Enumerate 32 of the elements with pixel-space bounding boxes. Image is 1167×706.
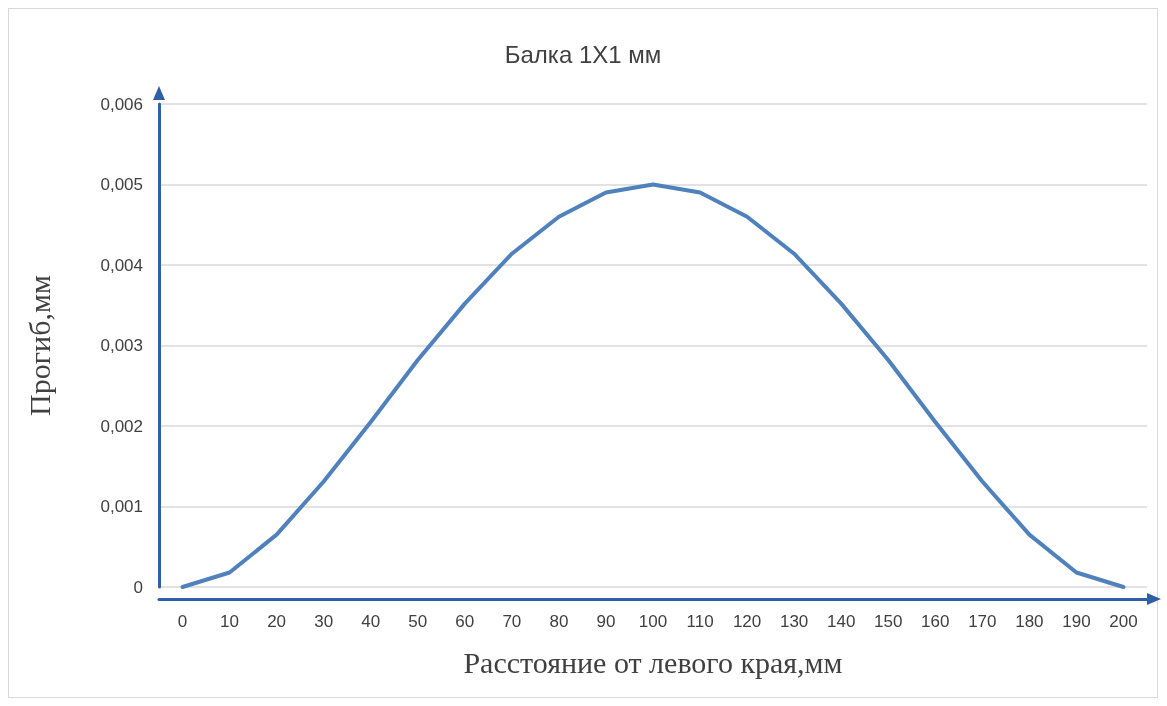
x-tick-label: 90 [596, 612, 616, 631]
x-tick-label: 120 [732, 612, 762, 631]
y-tick-label: 0,002 [100, 416, 143, 436]
x-tick-label: 140 [827, 612, 856, 631]
y-axis-title: Прогиб,мм [22, 275, 56, 416]
x-tick-label: 40 [361, 612, 381, 631]
x-tick-label: 180 [1015, 612, 1044, 631]
x-tick-label: 10 [220, 612, 240, 631]
x-tick-label: 0 [177, 612, 188, 631]
y-tick-label: 0,004 [100, 255, 143, 275]
chart-title: Балка 1Х1 мм [504, 40, 662, 68]
x-axis-title: Расстояние от левого края,мм [463, 645, 843, 679]
x-tick-label: 60 [455, 612, 475, 631]
y-tick-label: 0,005 [100, 175, 143, 194]
x-tick-label: 80 [549, 612, 569, 631]
y-tick-label: 0 [133, 577, 143, 597]
y-tick-label: 0,006 [100, 94, 143, 114]
x-tick-label: 50 [408, 612, 428, 631]
x-tick-label: 190 [1062, 612, 1091, 631]
x-tick-label: 200 [1109, 612, 1138, 631]
x-tick-label: 110 [686, 612, 714, 631]
x-tick-label: 100 [638, 612, 668, 631]
x-tick-label: 150 [874, 612, 903, 631]
y-tick-label: 0,001 [100, 497, 143, 516]
x-tick-label: 20 [267, 612, 287, 631]
line-series [180, 182, 1126, 589]
x-tick-label: 170 [968, 612, 997, 631]
x-tick-label: 30 [314, 612, 334, 631]
x-tick-label: 160 [921, 612, 950, 631]
x-tick-label: 130 [779, 612, 809, 631]
y-tick-label: 0,003 [100, 336, 143, 355]
x-tick-label: 70 [502, 612, 522, 631]
